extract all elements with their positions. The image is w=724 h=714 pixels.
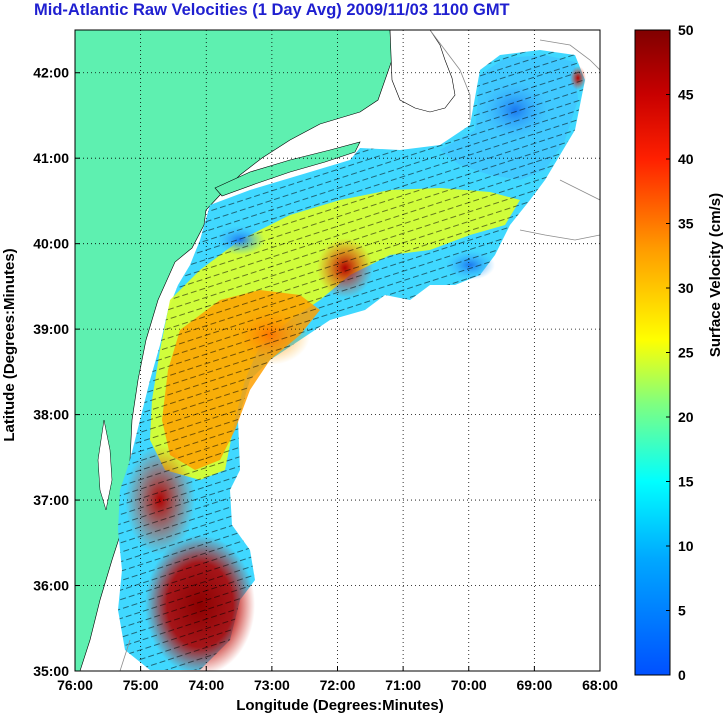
lon-tick-label: 69:00 [516,677,552,693]
lat-tick-label: 38:00 [33,407,69,423]
lon-tick-label: 70:00 [451,677,487,693]
lat-tick-label: 35:00 [33,663,69,679]
lat-tick-label: 37:00 [33,492,69,508]
lat-tick-label: 36:00 [33,578,69,594]
colorbar-tick-label: 25 [678,345,694,361]
colorbar-tick-label: 45 [678,87,694,103]
lon-tick-label: 72:00 [320,677,356,693]
bathymetry-contour [119,30,600,671]
colorbar-tick-label: 15 [678,474,694,490]
lat-tick-label: 42:00 [33,65,69,81]
lat-tick-label: 41:00 [33,150,69,166]
longitude-ticks: 76:00 75:00 74:00 73:00 72:00 71:00 70:00 69:00… [57,666,618,693]
map-title: Mid-Atlantic Raw Velocities (1 Day Avg) … [34,1,510,19]
grid-lines [75,30,600,671]
x-axis-label: Longitude (Degrees:Minutes) [236,697,444,714]
colorbar-tick-label: 20 [678,409,694,425]
colorbar-ticks: 0 5 10 15 20 25 30 35 40 45 50 [666,22,694,683]
colorbar-label: Surface Velocity (cm/s) [707,193,724,357]
colorbar [634,29,671,676]
lon-tick-label: 75:00 [123,677,159,693]
lon-tick-label: 74:00 [188,677,224,693]
colorbar-tick-label: 30 [678,280,694,296]
y-axis-label: Latitude (Degrees:Minutes) [1,248,18,441]
colorbar-tick-label: 50 [678,22,694,38]
lon-tick-label: 76:00 [57,677,93,693]
lon-tick-label: 68:00 [582,677,618,693]
latitude-ticks: 35:00 36:00 37:00 38:00 39:00 40:00 41:00 42:00 [33,65,80,679]
chesapeake [97,419,113,511]
cape-cod [389,30,456,113]
velocity-arrows [118,50,585,670]
lat-tick-label: 39:00 [33,321,69,337]
lat-tick-label: 40:00 [33,236,69,252]
long-island [214,141,361,197]
colorbar-tick-label: 35 [678,216,694,232]
colorbar-tick-label: 40 [678,151,694,167]
lon-tick-label: 71:00 [385,677,421,693]
land-coast [75,30,393,671]
colorbar-tick-label: 5 [678,603,686,619]
colorbar-tick-label: 0 [678,667,686,683]
colorbar-tick-label: 10 [678,538,694,554]
lon-tick-label: 73:00 [254,677,290,693]
